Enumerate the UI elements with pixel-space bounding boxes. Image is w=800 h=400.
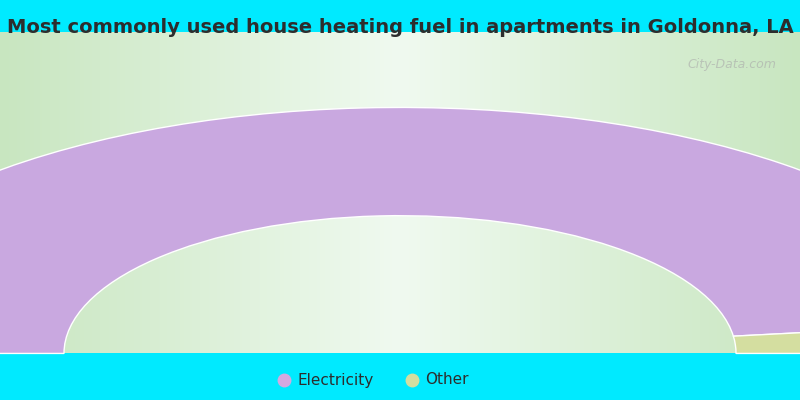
Text: Other: Other: [426, 372, 469, 388]
Wedge shape: [0, 108, 800, 354]
Text: City-Data.com: City-Data.com: [687, 58, 776, 71]
Text: Electricity: Electricity: [298, 372, 374, 388]
Text: Most commonly used house heating fuel in apartments in Goldonna, LA: Most commonly used house heating fuel in…: [6, 18, 794, 37]
Wedge shape: [734, 323, 800, 354]
